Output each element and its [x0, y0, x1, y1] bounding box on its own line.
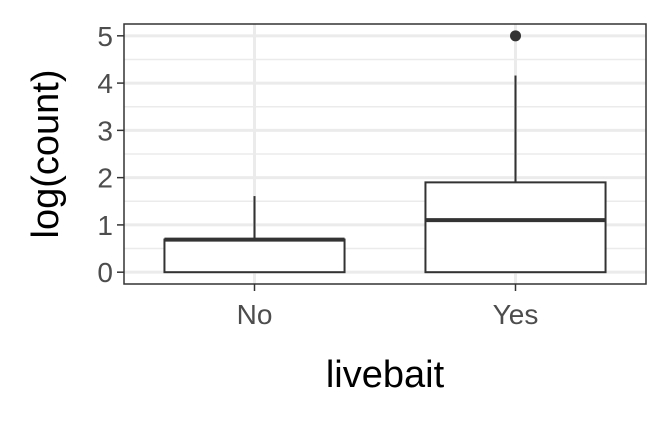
y-tick-label: 4 — [97, 68, 113, 99]
box-no — [163, 196, 346, 274]
boxes — [163, 30, 607, 274]
y-tick-label: 1 — [97, 210, 113, 241]
x-axis: No Yes — [237, 284, 539, 330]
y-tick-label: 3 — [97, 115, 113, 146]
outlier-point — [510, 30, 521, 42]
plot-border — [123, 23, 647, 285]
y-axis-title: log(count) — [25, 70, 67, 239]
y-axis: 0 1 2 3 4 5 — [97, 21, 124, 288]
x-tick-label: No — [237, 299, 273, 330]
y-tick-label: 0 — [97, 257, 113, 288]
box-body — [424, 181, 607, 274]
box-yes — [424, 30, 607, 274]
y-tick-label: 2 — [97, 163, 113, 194]
x-tick-label: Yes — [493, 299, 539, 330]
box-body — [163, 238, 346, 274]
x-axis-title: livebait — [326, 354, 445, 396]
y-tick-label: 5 — [97, 21, 113, 52]
